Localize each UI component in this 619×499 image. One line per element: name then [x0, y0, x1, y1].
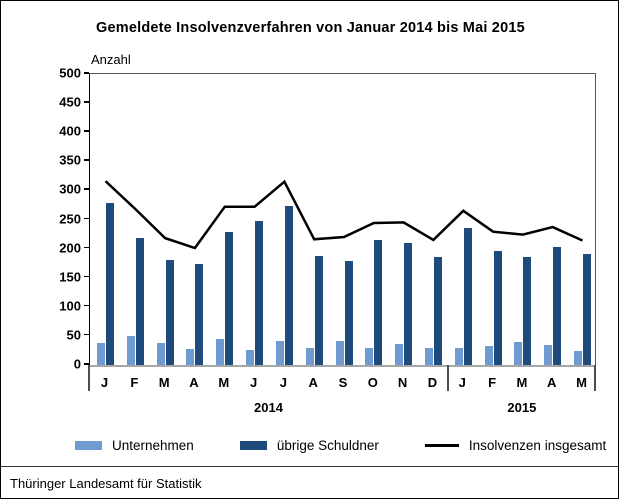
bar-uebrige-schuldner-12 [463, 228, 472, 365]
y-tick-mark [84, 304, 89, 307]
bar-unternehmen-14 [514, 342, 523, 365]
x-tick-label-7: A [308, 375, 318, 390]
legend-bar-swatch [75, 441, 102, 450]
x-tick-label-16: M [576, 375, 587, 390]
x-tick-label-11: D [427, 375, 438, 390]
bar-unternehmen-13 [484, 345, 493, 365]
y-tick-label-500: 500 [59, 65, 81, 81]
legend-label-0: Unternehmen [112, 438, 194, 453]
axis-end-tick [594, 365, 596, 391]
y-tick-label-150: 150 [59, 269, 81, 285]
y-tick-mark [84, 363, 89, 365]
bar-unternehmen-8 [335, 340, 344, 365]
x-tick-label-5: J [249, 375, 258, 390]
bar-uebrige-schuldner-11 [433, 257, 442, 365]
bar-uebrige-schuldner-9 [374, 239, 383, 365]
bar-unternehmen-3 [186, 348, 195, 365]
chart-title: Gemeldete Insolvenzverfahren von Januar … [96, 20, 525, 36]
bar-unternehmen-9 [365, 348, 374, 365]
y-tick-label-100: 100 [59, 298, 81, 314]
x-tick-label-2: M [158, 375, 170, 390]
bar-unternehmen-10 [395, 344, 404, 365]
x-tick-label-4: M [218, 375, 230, 390]
y-tick-label-450: 450 [59, 94, 81, 110]
y-tick-mark [84, 72, 89, 74]
legend-line-swatch [424, 444, 459, 447]
legend-label-2: Insolvenzen insgesamt [468, 438, 607, 453]
bar-unternehmen-6 [275, 341, 284, 365]
y-tick-label-400: 400 [59, 123, 81, 139]
year-label-2015: 2015 [507, 400, 537, 415]
bar-uebrige-schuldner-7 [314, 256, 323, 365]
bar-uebrige-schuldner-2 [165, 260, 174, 365]
y-tick-mark [84, 188, 89, 190]
x-tick-label-8: S [338, 375, 348, 390]
bar-uebrige-schuldner-1 [135, 238, 144, 365]
y-tick-mark [84, 333, 89, 336]
bar-unternehmen-0 [97, 342, 105, 365]
x-tick-label-14: M [516, 375, 528, 390]
x-tick-label-3: A [189, 375, 199, 390]
y-tick-label-50: 50 [66, 327, 81, 343]
y-tick-mark [84, 101, 89, 103]
insolvenzen-insgesamt-line [104, 179, 584, 250]
legend-label-1: übrige Schuldner [276, 438, 379, 453]
y-tick-mark [84, 275, 89, 278]
y-tick-mark [84, 246, 89, 249]
y-axis-title: Anzahl [91, 52, 131, 67]
y-tick-label-0: 0 [73, 356, 81, 372]
bar-uebrige-schuldner-8 [344, 261, 353, 365]
bar-unternehmen-12 [454, 347, 463, 365]
bar-uebrige-schuldner-4 [225, 232, 234, 365]
x-tick-label-6: J [279, 375, 287, 390]
y-tick-label-250: 250 [59, 211, 81, 226]
y-tick-label-350: 350 [59, 152, 81, 168]
year-label-2014: 2014 [254, 400, 283, 415]
footer-divider [1, 466, 618, 467]
bar-uebrige-schuldner-0 [106, 203, 114, 365]
x-tick-label-10: N [397, 375, 408, 390]
bar-unternehmen-7 [305, 348, 314, 365]
bar-unternehmen-4 [216, 339, 225, 365]
bar-unternehmen-15 [544, 345, 553, 365]
x-tick-label-15: A [546, 375, 557, 390]
x-tick-label-9: O [367, 375, 378, 390]
bar-uebrige-schuldner-6 [284, 205, 293, 365]
year-separator-tick [447, 365, 449, 391]
y-tick-label-200: 200 [59, 240, 81, 256]
bar-unternehmen-1 [126, 335, 135, 365]
legend-item-2: Insolvenzen insgesamt [424, 438, 607, 453]
y-tick-mark [84, 130, 89, 132]
bar-uebrige-schuldner-15 [553, 246, 562, 365]
bar-uebrige-schuldner-13 [493, 250, 502, 365]
bar-uebrige-schuldner-5 [255, 221, 264, 365]
bar-uebrige-schuldner-3 [195, 264, 204, 365]
source-attribution: Thüringer Landesamt für Statistik [10, 476, 202, 491]
legend-item-0: Unternehmen [75, 438, 194, 453]
bar-uebrige-schuldner-16 [583, 254, 591, 365]
y-tick-label-300: 300 [59, 181, 81, 197]
total-line-series [104, 179, 584, 250]
legend-item-1: übrige Schuldner [239, 438, 379, 453]
bar-unternehmen-16 [574, 351, 582, 365]
y-tick-mark [84, 159, 89, 161]
x-tick-label-0: J [100, 375, 109, 390]
y-tick-mark [84, 217, 89, 219]
bar-unternehmen-2 [156, 342, 165, 365]
legend: Unternehmen übrige Schuldner Insolvenzen i… [75, 438, 618, 453]
x-tick-label-13: F [488, 375, 497, 390]
x-tick-label-1: F [130, 375, 139, 390]
plot-area [89, 73, 596, 367]
x-tick-label-12: J [458, 375, 466, 390]
bar-unternehmen-11 [424, 347, 433, 365]
bar-uebrige-schuldner-10 [404, 243, 413, 365]
axis-end-tick [88, 365, 90, 391]
legend-bar-swatch [239, 441, 267, 450]
bar-uebrige-schuldner-14 [523, 257, 532, 365]
bar-unternehmen-5 [246, 350, 255, 365]
